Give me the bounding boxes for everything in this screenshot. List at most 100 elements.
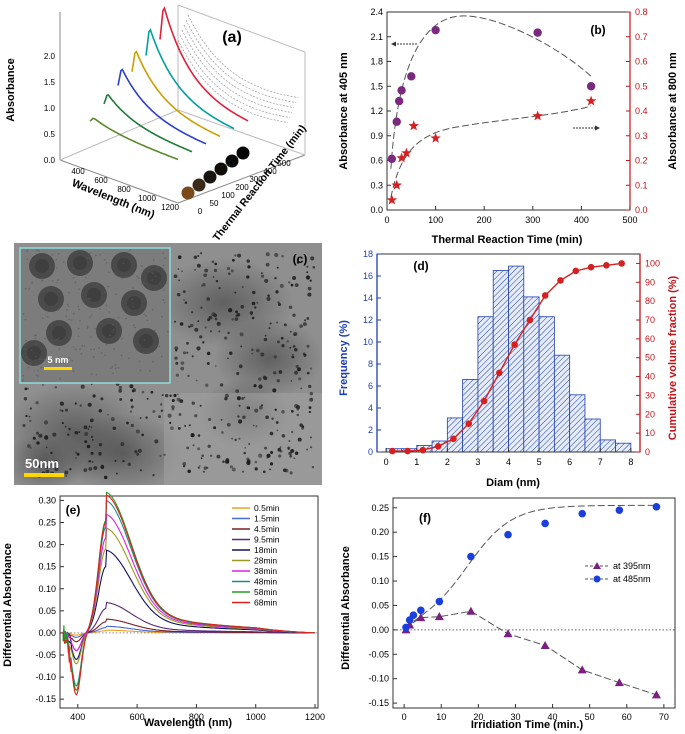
tem-particle xyxy=(192,444,195,447)
tem-particle xyxy=(23,396,28,401)
a-x-tick: 400 xyxy=(71,167,85,176)
tem-particle xyxy=(122,459,125,463)
e-legend-label: 0.5min xyxy=(254,503,280,513)
e-legend-label: 28min xyxy=(254,556,277,566)
d-cumulative-point xyxy=(419,446,427,454)
tem-particle xyxy=(160,403,163,406)
tem-particle xyxy=(307,292,312,297)
tem-particle xyxy=(74,430,79,435)
inset-grain xyxy=(89,336,92,338)
tem-particle xyxy=(296,408,300,411)
panel-d-y2label: Cumulative volume fraction (%) xyxy=(667,275,679,440)
tem-particle xyxy=(241,286,244,288)
tem-particle xyxy=(129,384,134,389)
b-y2-tick: 0.3 xyxy=(635,131,648,141)
tem-particle xyxy=(281,434,286,438)
inset-grain xyxy=(111,331,114,334)
b-point-800 xyxy=(391,179,402,190)
d-bar xyxy=(446,417,464,453)
tem-particle xyxy=(297,437,302,442)
inset-grain xyxy=(94,254,97,257)
inset-grain xyxy=(146,319,149,322)
tem-particle xyxy=(187,374,190,378)
d-y2-tick: 20 xyxy=(645,409,655,419)
a-z-tick: 50 xyxy=(210,199,219,208)
inset-grain xyxy=(81,344,84,347)
a-y-tick: 0.0 xyxy=(44,156,56,165)
tem-particle xyxy=(130,423,134,428)
inset-grain xyxy=(117,367,120,369)
tem-particle xyxy=(179,322,184,326)
tem-particle xyxy=(264,278,269,283)
tem-particle xyxy=(178,279,181,282)
inset-grain xyxy=(99,253,102,256)
tem-particle xyxy=(294,348,298,352)
tem-particle xyxy=(234,317,239,321)
a-vial-2 xyxy=(192,178,206,192)
inset-grain xyxy=(44,337,46,340)
tem-particle xyxy=(231,437,233,440)
a-vial-5 xyxy=(225,154,239,168)
tem-particle xyxy=(90,435,94,438)
tem-particle xyxy=(286,340,289,343)
d-x-tick: 2 xyxy=(445,457,450,467)
tem-particle xyxy=(306,317,310,320)
tem-particle xyxy=(86,444,91,449)
tem-particle xyxy=(129,410,133,413)
tem-particle xyxy=(287,448,290,451)
a-y-tick: 2.0 xyxy=(44,52,56,61)
tem-particle xyxy=(260,404,264,407)
e-y-tick: 0.15 xyxy=(38,562,56,572)
tem-particle xyxy=(299,324,303,328)
b-point-405 xyxy=(387,154,397,164)
panel-f-chart: 0 10 20 30 40 50 60 70 -0.15 -0.10 -0.05 0.00 0.05 0.… xyxy=(340,497,676,731)
inset-grain xyxy=(103,291,106,294)
tem-particle xyxy=(288,305,293,309)
tem-particle xyxy=(114,459,117,462)
a-back-curve xyxy=(183,24,295,108)
tem-particle xyxy=(183,299,185,301)
tem-particle xyxy=(103,475,108,480)
b-fit-405 xyxy=(390,15,592,169)
inset-particle-core xyxy=(52,326,66,340)
tem-particle xyxy=(211,260,215,264)
e-y-tick: -0.05 xyxy=(35,650,56,660)
b-y-tick: 0.3 xyxy=(370,180,383,190)
tem-particle xyxy=(88,425,91,428)
inset-grain xyxy=(56,281,59,284)
e-legend-label: 18min xyxy=(254,545,277,555)
inset-grain xyxy=(30,349,33,352)
tem-particle xyxy=(263,337,268,342)
f-point-395 xyxy=(540,640,550,649)
b-x-tick: 200 xyxy=(477,215,492,225)
tem-particle xyxy=(112,426,117,431)
tem-particle xyxy=(265,262,270,267)
e-legend-label: 9.5min xyxy=(254,535,280,545)
tem-particle xyxy=(276,340,280,344)
e-x-tick: 600 xyxy=(130,712,145,722)
f-point-485 xyxy=(467,552,475,561)
tem-particle xyxy=(277,302,282,307)
tem-particle xyxy=(260,352,265,357)
tem-particle xyxy=(225,459,230,464)
tem-particle xyxy=(50,451,53,455)
tem-particle xyxy=(88,459,92,463)
tem-particle xyxy=(118,385,123,390)
inset-grain xyxy=(41,317,44,320)
tem-particle xyxy=(200,457,203,460)
tem-particle xyxy=(110,417,115,422)
tem-particle xyxy=(296,260,300,264)
tem-particle xyxy=(269,468,272,471)
inset-grain xyxy=(144,282,147,285)
inset-grain xyxy=(162,252,165,254)
tem-particle xyxy=(297,367,301,372)
d-cumulative-point xyxy=(572,267,580,275)
tem-particle xyxy=(175,373,179,377)
tem-particle xyxy=(139,469,142,472)
f-point-485 xyxy=(578,509,587,518)
d-cumulative-point xyxy=(511,341,518,348)
tem-particle xyxy=(260,272,263,275)
a-y-tick: 1.0 xyxy=(44,104,56,113)
tem-particle xyxy=(281,410,285,414)
tem-particle xyxy=(270,451,274,454)
